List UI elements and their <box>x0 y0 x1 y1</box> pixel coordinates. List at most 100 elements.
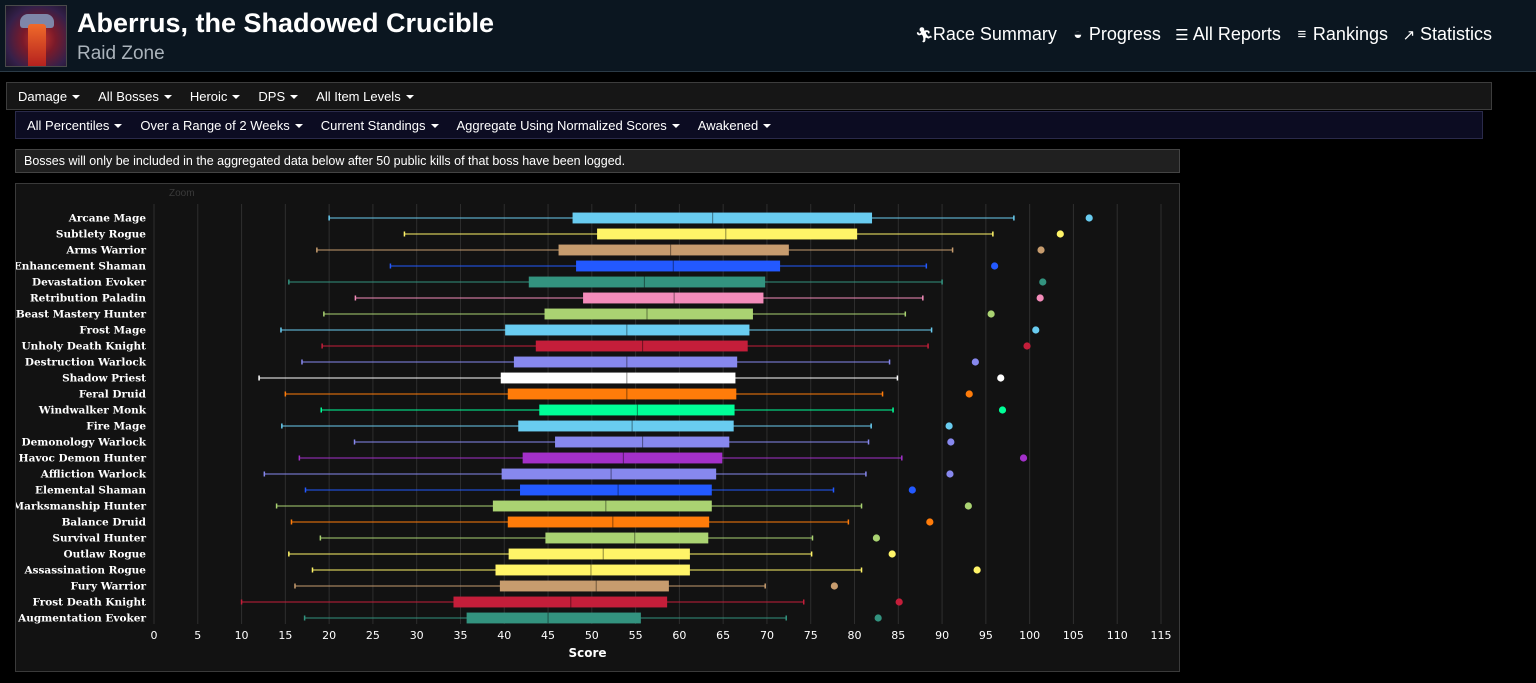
box <box>544 308 753 320</box>
page-header: Aberrus, the Shadowed Crucible Raid Zone… <box>0 0 1536 72</box>
category-label: Feral Druid <box>79 389 147 401</box>
outlier-point <box>1023 342 1031 350</box>
dropdown-season[interactable]: Awakened <box>691 118 782 133</box>
filter-bar-secondary: All Percentiles Over a Range of 2 Weeks … <box>15 111 1483 139</box>
nav-progress[interactable]: ◒ Progress <box>1071 24 1161 45</box>
category-label: Balance Druid <box>62 517 147 529</box>
caret-down-icon <box>430 124 439 129</box>
box <box>492 500 712 512</box>
category-label: Elemental Shaman <box>35 485 146 497</box>
box <box>528 276 766 288</box>
box <box>522 452 723 464</box>
box <box>453 596 668 608</box>
box <box>535 340 748 352</box>
category-label: Subtlety Rogue <box>56 229 146 241</box>
x-tick-label: 55 <box>629 629 643 642</box>
dropdown-role[interactable]: DPS <box>251 89 309 104</box>
x-tick-label: 65 <box>716 629 730 642</box>
globe-icon: ◒ <box>1073 26 1083 43</box>
outlier-point <box>1032 326 1040 334</box>
outlier-point <box>973 566 981 574</box>
category-label: Arms Warrior <box>65 245 146 257</box>
x-tick-label: 85 <box>891 629 905 642</box>
nav-label: All Reports <box>1192 24 1281 44</box>
x-tick-label: 105 <box>1063 629 1084 642</box>
x-tick-label: 0 <box>151 629 158 642</box>
dropdown-metric[interactable]: Damage <box>11 89 91 104</box>
x-tick-label: 25 <box>366 629 380 642</box>
nav-label: Progress <box>1088 24 1161 44</box>
category-label: Windwalker Monk <box>38 405 147 417</box>
x-tick-label: 15 <box>278 629 292 642</box>
dropdown-label: All Percentiles <box>27 117 110 133</box>
notice-banner: Bosses will only be included in the aggr… <box>15 149 1180 173</box>
category-label: Survival Hunter <box>52 533 146 545</box>
category-label: Devastation Evoker <box>32 277 146 289</box>
x-tick-label: 20 <box>322 629 336 642</box>
nav-label: Rankings <box>1312 24 1388 44</box>
caret-down-icon <box>290 95 299 100</box>
category-label: Arcane Mage <box>68 213 147 225</box>
caret-down-icon <box>763 124 772 129</box>
dropdown-label: Over a Range of 2 Weeks <box>140 117 290 133</box>
rankings-icon: ≡ <box>1297 26 1307 43</box>
nav-race-summary[interactable]: 🏃︎ Race Summary <box>915 24 1057 45</box>
box <box>466 612 641 624</box>
zoom-label: Zoom <box>169 188 195 199</box>
box <box>507 388 737 400</box>
outlier-point <box>830 582 838 590</box>
outlier-point <box>998 406 1007 414</box>
category-label: Fury Warrior <box>71 581 147 593</box>
category-label: Beast Mastery Hunter <box>16 309 146 321</box>
dropdown-label: Awakened <box>697 117 759 133</box>
boxplot-chart-panel: Zoom 0 5 10 15 20 25 30 35 40 45 50 55 60 65 70 75 80 85 9… <box>15 183 1180 672</box>
top-nav: 🏃︎ Race Summary ◒ Progress ☰ All Reports… <box>915 24 1492 45</box>
outlier-point <box>926 518 934 526</box>
caret-down-icon <box>294 124 303 129</box>
outlier-point <box>987 310 995 318</box>
box <box>555 436 730 448</box>
category-label: Retribution Paladin <box>30 293 146 305</box>
x-tick-label: 115 <box>1151 629 1172 642</box>
outlier-point <box>1056 230 1064 238</box>
box <box>501 468 717 480</box>
category-label: Fire Mage <box>86 421 146 433</box>
box <box>539 404 735 416</box>
category-label: Shadow Priest <box>62 373 146 385</box>
caret-down-icon <box>671 124 680 129</box>
dropdown-difficulty[interactable]: Heroic <box>183 89 252 104</box>
x-axis-label: Score <box>568 646 606 660</box>
x-tick-label: 35 <box>453 629 467 642</box>
nav-all-reports[interactable]: ☰ All Reports <box>1175 24 1281 45</box>
dropdown-item-levels[interactable]: All Item Levels <box>309 89 425 104</box>
nav-label: Statistics <box>1419 24 1492 44</box>
x-tick-label: 60 <box>672 629 686 642</box>
runner-icon: 🏃︎ <box>914 26 934 44</box>
filter-bar-primary: Damage All Bosses Heroic DPS All Item Le… <box>6 82 1492 110</box>
outlier-point <box>1085 214 1093 222</box>
dropdown-percentiles[interactable]: All Percentiles <box>16 118 133 133</box>
nav-statistics[interactable]: ↗ Statistics <box>1402 24 1492 45</box>
outlier-point <box>991 262 999 270</box>
box <box>507 516 710 528</box>
category-label: Outlaw Rogue <box>63 549 146 561</box>
box <box>583 292 764 304</box>
category-label: Frost Mage <box>79 325 146 337</box>
x-tick-label: 100 <box>1019 629 1040 642</box>
dropdown-label: DPS <box>258 88 286 104</box>
trend-icon: ↗ <box>1402 26 1416 44</box>
box <box>518 420 734 432</box>
box <box>520 484 712 496</box>
box <box>576 260 781 272</box>
dropdown-time-range[interactable]: Over a Range of 2 Weeks <box>133 118 313 133</box>
outlier-point <box>908 486 916 494</box>
nav-rankings[interactable]: ≡ Rankings <box>1295 24 1388 45</box>
dropdown-aggregate[interactable]: Aggregate Using Normalized Scores <box>450 118 691 133</box>
dropdown-bosses[interactable]: All Bosses <box>91 89 183 104</box>
outlier-point <box>946 470 954 478</box>
list-icon: ☰ <box>1175 26 1189 44</box>
dropdown-standings[interactable]: Current Standings <box>314 118 450 133</box>
dropdown-label: All Bosses <box>98 88 159 104</box>
box <box>495 564 690 576</box>
outlier-point <box>1037 246 1045 254</box>
